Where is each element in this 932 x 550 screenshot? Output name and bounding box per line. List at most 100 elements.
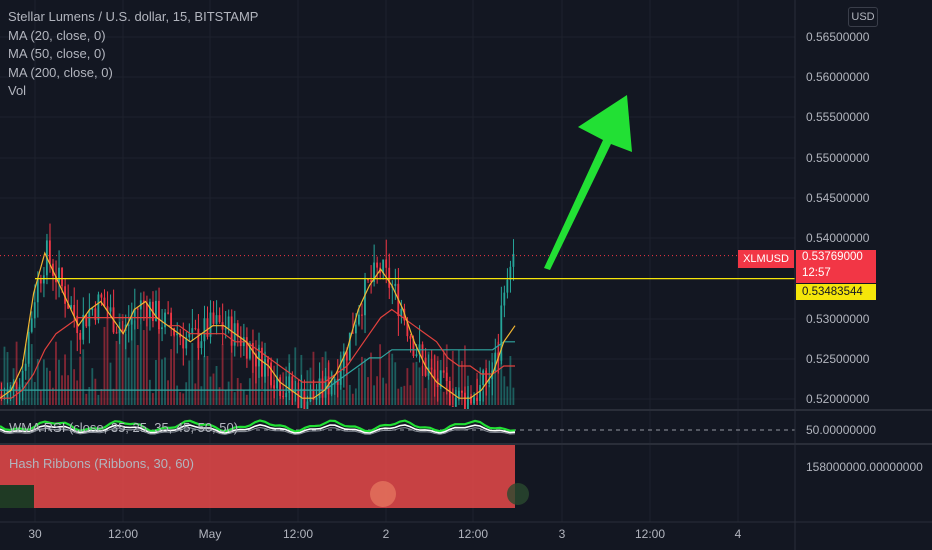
volume-bar	[503, 376, 506, 405]
candle-body	[439, 370, 442, 387]
volume-bar	[230, 341, 233, 405]
candle-body	[200, 341, 203, 348]
candle-body	[421, 344, 424, 358]
volume-bar	[176, 385, 179, 405]
candle-body	[442, 370, 445, 373]
hash-signal-dot	[507, 483, 529, 505]
candle-body	[233, 323, 236, 346]
candle-body	[64, 286, 66, 304]
candle-body	[100, 294, 103, 298]
up-arrow-drawing[interactable]	[544, 95, 632, 270]
candle-body	[15, 382, 18, 392]
candle-body	[473, 397, 475, 404]
candle-body	[321, 378, 324, 398]
symbol-title[interactable]: Stellar Lumens / U.S. dollar, 15, BITSTA…	[8, 9, 259, 24]
volume-bar	[512, 387, 515, 405]
candle-body	[460, 390, 463, 393]
time-tick: 3	[558, 527, 566, 541]
volume-bar	[500, 353, 503, 405]
price-tick: 0.53000000	[806, 312, 870, 326]
time-tick: 2	[382, 527, 390, 541]
volume-bar	[188, 360, 191, 405]
candle-body	[130, 316, 133, 325]
volume-legend[interactable]: Vol	[8, 83, 27, 98]
candle-body	[248, 343, 251, 359]
volume-bar	[239, 383, 242, 405]
volume-bar	[164, 357, 166, 405]
candle-body	[464, 392, 466, 411]
candle-body	[182, 337, 185, 349]
candle-body	[457, 390, 460, 398]
volume-bar	[45, 367, 48, 405]
volume-bar	[30, 344, 33, 405]
currency-button[interactable]: USD	[848, 7, 878, 27]
candle-body	[485, 370, 488, 384]
ma20-legend[interactable]: MA (20, close, 0)	[8, 27, 106, 43]
volume-bar	[109, 362, 112, 405]
last-price-value: 0.53769000	[802, 251, 863, 263]
volume-bar	[185, 382, 188, 405]
volume-bar	[224, 390, 227, 405]
candle-body	[161, 327, 163, 330]
candle-body	[18, 387, 21, 392]
volume-bar	[379, 344, 382, 405]
volume-bar	[367, 377, 369, 405]
rsi-panel	[0, 419, 795, 435]
volume-bar	[64, 354, 66, 405]
candle-body	[333, 378, 336, 385]
volume-bar	[424, 388, 427, 405]
candle-body	[158, 300, 160, 330]
candle-body	[115, 332, 118, 334]
candle-body	[430, 367, 433, 370]
candle-body	[61, 267, 63, 287]
candle-body	[133, 308, 136, 317]
rsi-legend[interactable]: WMA RSI (close, 35, 25, 35, 45, 50, 50)	[9, 420, 239, 435]
price-tick: 0.56500000	[806, 30, 870, 44]
hash-signal-dot	[370, 481, 396, 507]
candle-body	[155, 300, 157, 321]
candle-body	[488, 379, 491, 384]
candle-body	[512, 253, 515, 267]
candle-body	[97, 294, 100, 321]
ma50-legend[interactable]: MA (50, close, 0)	[8, 46, 106, 61]
volume-bar	[155, 359, 157, 405]
volume-bar	[430, 358, 433, 405]
volume-bar	[206, 356, 209, 405]
candle-body	[106, 306, 109, 312]
volume-bar	[203, 356, 206, 405]
volume-bar	[118, 313, 121, 405]
volume-bar	[488, 384, 491, 405]
hash-ribbons-legend[interactable]: Hash Ribbons (Ribbons, 30, 60)	[9, 456, 194, 471]
candle-body	[170, 312, 172, 329]
price-tick: 0.55500000	[806, 110, 870, 124]
volume-bar	[248, 378, 251, 405]
volume-bar	[76, 380, 79, 405]
volume-bar	[364, 358, 366, 405]
volume-bar	[385, 383, 388, 405]
volume-bar	[354, 388, 357, 405]
volume-bar	[85, 393, 88, 405]
volume-bar	[227, 381, 230, 405]
candle-body	[276, 377, 279, 389]
time-tick: 12:00	[457, 527, 489, 541]
candle-body	[282, 395, 285, 398]
price-tick: 0.52500000	[806, 352, 870, 366]
volume-bar	[391, 353, 394, 405]
candle-body	[109, 307, 112, 312]
candle-body	[351, 332, 354, 334]
volume-bar	[200, 386, 203, 405]
candle-body	[370, 280, 372, 282]
volume-bar	[94, 378, 97, 405]
candle-body	[476, 397, 478, 402]
volume-bar	[97, 394, 100, 405]
volume-bar	[209, 376, 212, 405]
candle-body	[251, 343, 254, 354]
ma200-legend[interactable]: MA (200, close, 0)	[8, 64, 113, 80]
volume-bar	[115, 340, 118, 405]
volume-bar	[79, 356, 82, 405]
candle-body	[342, 351, 345, 371]
candle-body	[245, 337, 248, 359]
candle-body	[85, 314, 88, 327]
volume-bar	[48, 370, 51, 405]
volume-bar	[39, 390, 42, 405]
